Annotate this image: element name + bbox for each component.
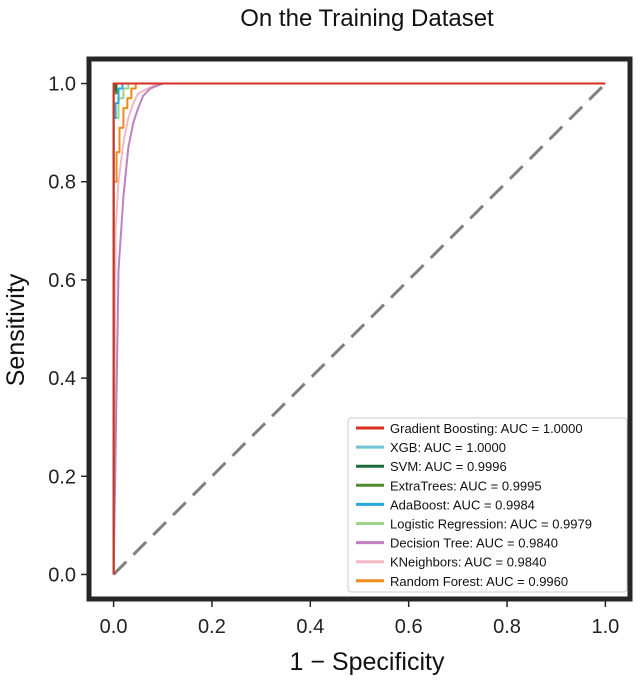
- legend-label-decision-tree: Decision Tree: AUC = 0.9840: [390, 536, 558, 551]
- legend-label-xgb: XGB: AUC = 1.0000: [390, 440, 506, 455]
- x-axis-label: 1 − Specificity: [290, 648, 445, 676]
- chance-diagonal-line: [112, 82, 607, 576]
- legend-label-adaboost: AdaBoost: AUC = 0.9984: [390, 497, 535, 512]
- y-tick-label: 0.0: [48, 564, 76, 586]
- roc-curve-decision-tree: [112, 82, 606, 575]
- legend-label-logistic-regression: Logistic Regression: AUC = 0.9979: [390, 517, 592, 532]
- plot-frame: [86, 56, 633, 602]
- legend-label-kneighbors: KNeighbors: AUC = 0.9840: [390, 555, 546, 570]
- x-tick-label: 0.4: [296, 616, 324, 638]
- y-tick-label: 0.2: [48, 466, 76, 488]
- axis-ticks: 0.0 0.2 0.4 0.6 0.8 1.0 0.0 0.2 0.4 0.6 0.8 1.0: [48, 74, 619, 638]
- legend: Gradient Boosting: AUC = 1.0000 XGB: AUC …: [347, 417, 628, 593]
- y-tick-label: 0.4: [48, 368, 76, 390]
- y-tick-label: 0.8: [48, 172, 76, 194]
- legend-label-random-forest: Random Forest: AUC = 0.9960: [390, 574, 568, 589]
- legend-box: [347, 417, 628, 593]
- x-tick-label: 0.0: [100, 616, 128, 638]
- legend-label-gradient-boosting: Gradient Boosting: AUC = 1.0000: [390, 421, 583, 436]
- legend-label-svm: SVM: AUC = 0.9996: [390, 459, 507, 474]
- x-tick-label: 0.6: [395, 616, 423, 638]
- roc-curve-random-forest: [112, 82, 606, 575]
- chart-title: On the Training Dataset: [240, 5, 494, 32]
- x-tick-label: 0.8: [493, 616, 521, 638]
- legend-label-extratrees: ExtraTrees: AUC = 0.9995: [390, 478, 542, 493]
- x-tick-label: 1.0: [592, 616, 620, 638]
- plot-area: [86, 56, 633, 602]
- roc-curve-kneighbors: [112, 82, 606, 575]
- y-tick-label: 1.0: [48, 74, 76, 96]
- y-axis-label: Sensitivity: [2, 273, 30, 386]
- roc-curve-gradient-boosting: [112, 82, 606, 575]
- x-tick-label: 0.2: [198, 616, 226, 638]
- y-tick-label: 0.6: [48, 270, 76, 292]
